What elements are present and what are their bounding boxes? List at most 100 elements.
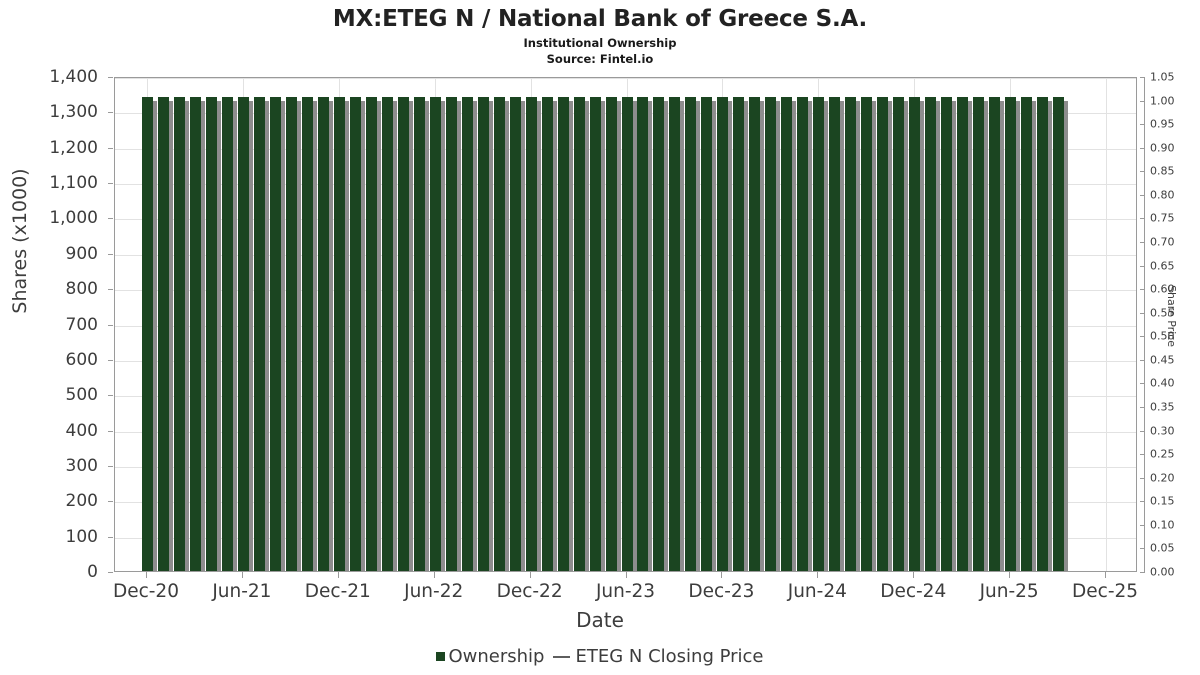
bar[interactable]	[909, 97, 924, 571]
bar-shadow	[808, 101, 812, 571]
bar-shadow	[153, 101, 157, 571]
bar[interactable]	[925, 97, 940, 571]
bar[interactable]	[414, 97, 429, 571]
bar[interactable]	[142, 97, 157, 571]
bar-body	[542, 97, 553, 571]
bar[interactable]	[398, 97, 413, 571]
bar[interactable]	[685, 97, 700, 571]
bar[interactable]	[606, 97, 621, 571]
bar[interactable]	[206, 97, 221, 571]
legend-line-icon	[553, 655, 571, 658]
bar[interactable]	[590, 97, 605, 571]
bar-shadow	[441, 101, 445, 571]
bar[interactable]	[510, 97, 525, 571]
bar-shadow	[233, 101, 237, 571]
bar-shadow	[680, 101, 684, 571]
bar[interactable]	[286, 97, 301, 571]
bar[interactable]	[877, 97, 892, 571]
bar[interactable]	[622, 97, 637, 571]
bar[interactable]	[494, 97, 509, 571]
x-axis-tick-label: Jun-22	[404, 581, 464, 602]
bar-shadow	[313, 101, 317, 571]
bar-shadow	[633, 101, 637, 571]
bar[interactable]	[238, 97, 253, 571]
bar-body	[206, 97, 217, 571]
bar[interactable]	[542, 97, 557, 571]
y-axis-left-tick-label: 800	[65, 279, 98, 300]
bar[interactable]	[430, 97, 445, 571]
bar[interactable]	[558, 97, 573, 571]
bar[interactable]	[478, 97, 493, 571]
bar[interactable]	[797, 97, 812, 571]
x-axis-tick-label: Dec-22	[496, 581, 563, 602]
bar[interactable]	[222, 97, 237, 571]
bar[interactable]	[749, 97, 764, 571]
bar-body	[1053, 97, 1064, 571]
bar[interactable]	[893, 97, 908, 571]
x-axis-tick-label: Jun-21	[212, 581, 272, 602]
bar[interactable]	[1037, 97, 1052, 571]
legend-item[interactable]: Ownership	[436, 646, 544, 667]
bar[interactable]	[1021, 97, 1036, 571]
bar[interactable]	[1005, 97, 1020, 571]
bar[interactable]	[462, 97, 477, 571]
bar-body	[334, 97, 345, 571]
y-axis-right-tick-mark	[1140, 289, 1145, 290]
bar[interactable]	[574, 97, 589, 571]
bar[interactable]	[845, 97, 860, 571]
bar[interactable]	[382, 97, 397, 571]
y-axis-right-tick-label: 0.15	[1150, 494, 1175, 508]
bar[interactable]	[302, 97, 317, 571]
bar[interactable]	[446, 97, 461, 571]
y-axis-right-tick-mark	[1140, 336, 1145, 337]
bar[interactable]	[158, 97, 173, 571]
bar[interactable]	[733, 97, 748, 571]
bar[interactable]	[669, 97, 684, 571]
y-axis-right-tick-label: 0.65	[1150, 259, 1175, 273]
bar[interactable]	[318, 97, 333, 571]
bar[interactable]	[190, 97, 205, 571]
bar[interactable]	[813, 97, 828, 571]
bar[interactable]	[861, 97, 876, 571]
x-axis-tick-label: Jun-24	[787, 581, 847, 602]
bar-body	[909, 97, 920, 571]
bar[interactable]	[829, 97, 844, 571]
bar-shadow	[249, 101, 253, 571]
bar[interactable]	[957, 97, 972, 571]
y-axis-left-title: Shares (x1000)	[9, 168, 31, 314]
bar[interactable]	[270, 97, 285, 571]
bar-body	[797, 97, 808, 571]
legend-item[interactable]: ETEG N Closing Price	[544, 646, 764, 667]
y-axis-left-tick-mark	[108, 501, 113, 502]
chart-legend: Ownership ETEG N Closing Price	[0, 646, 1200, 667]
bar-body	[366, 97, 377, 571]
bar[interactable]	[1053, 97, 1068, 571]
bar[interactable]	[989, 97, 1004, 571]
y-axis-left-tick-label: 1,100	[49, 173, 98, 194]
x-axis-tick-label: Jun-25	[979, 581, 1039, 602]
bar[interactable]	[334, 97, 349, 571]
y-axis-left-tick-mark	[108, 148, 113, 149]
bar[interactable]	[366, 97, 381, 571]
bar[interactable]	[637, 97, 652, 571]
y-axis-right-tick-mark	[1140, 431, 1145, 432]
bar[interactable]	[350, 97, 365, 571]
bar[interactable]	[526, 97, 541, 571]
y-axis-right-tick-label: 0.70	[1150, 235, 1175, 249]
bar[interactable]	[765, 97, 780, 571]
bar[interactable]	[781, 97, 796, 571]
bar-body	[893, 97, 904, 571]
bar[interactable]	[941, 97, 956, 571]
bar[interactable]	[254, 97, 269, 571]
bar[interactable]	[174, 97, 189, 571]
y-axis-left-tick-mark	[108, 431, 113, 432]
bar-shadow	[792, 101, 796, 571]
bar[interactable]	[653, 97, 668, 571]
bar-body	[238, 97, 249, 571]
bar[interactable]	[717, 97, 732, 571]
bar-shadow	[329, 101, 333, 571]
bar-shadow	[776, 101, 780, 571]
bar[interactable]	[701, 97, 716, 571]
bar[interactable]	[973, 97, 988, 571]
bar-body	[158, 97, 169, 571]
